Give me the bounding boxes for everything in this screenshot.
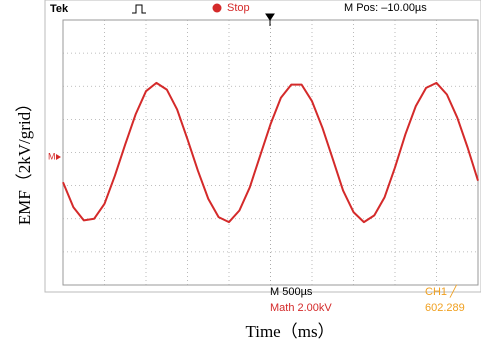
- y-axis-label: EMF（2kV/grid）: [15, 95, 34, 225]
- x-axis-label: Time（ms）: [245, 322, 334, 341]
- trigger: CH1 ╱: [425, 284, 458, 298]
- math-marker: M: [48, 151, 56, 161]
- math-scale: Math 2.00kV: [270, 302, 332, 314]
- stop-dot: [213, 4, 222, 13]
- position: M Pos: –10.00µs: [344, 2, 427, 14]
- readout: 602.289: [425, 302, 465, 314]
- status: Stop: [227, 2, 250, 14]
- page: {"chart_data": {"type": "line", "header"…: [0, 0, 481, 347]
- brand: Tek: [50, 3, 69, 15]
- timebase: M 500µs: [270, 286, 313, 298]
- chart: Tek Stop M Pos: –10.00µs M M 500µs Math …: [0, 0, 481, 347]
